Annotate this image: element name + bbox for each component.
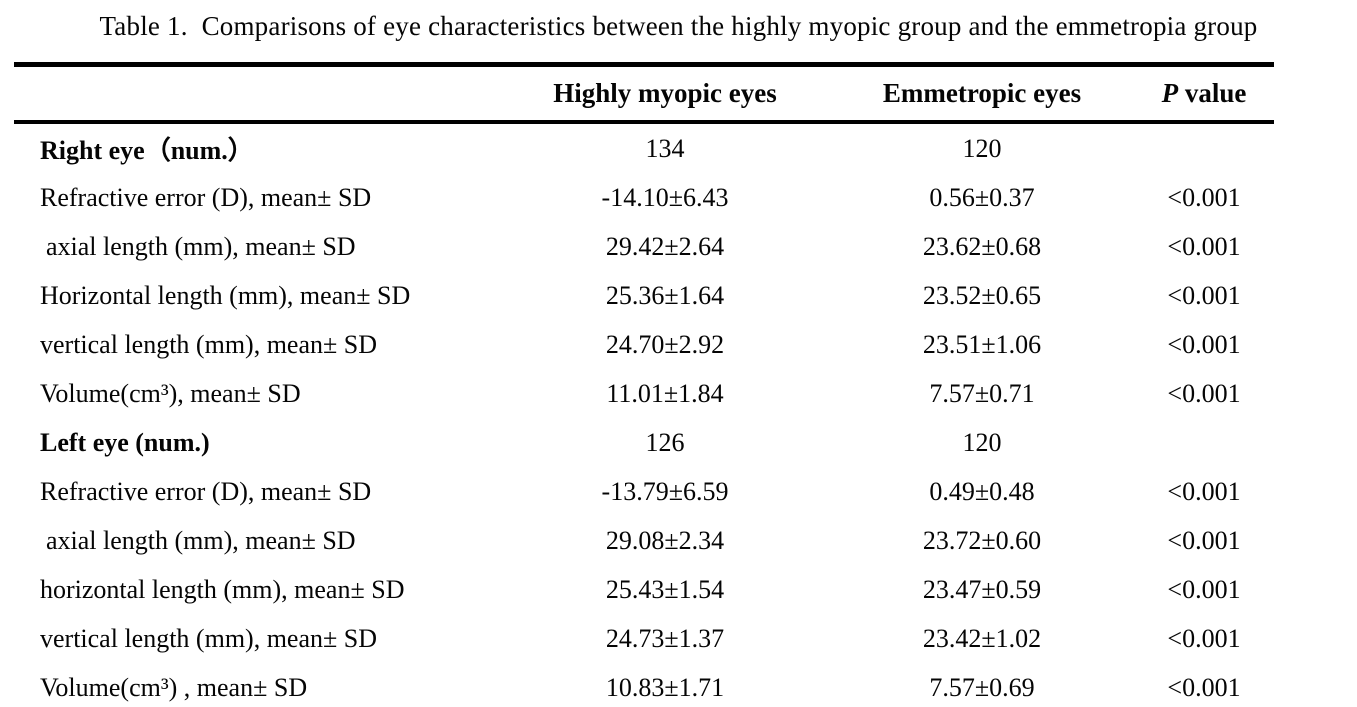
cell-emmetropic: 120 [962, 133, 1002, 163]
comparison-table: Highly myopic eyes Emmetropic eyes P val… [14, 62, 1274, 707]
table-row: vertical length (mm), mean± SD 24.73±1.3… [14, 614, 1274, 663]
cell-emmetropic: 23.42±1.02 [922, 623, 1042, 653]
row-label: axial length (mm), mean± SD [46, 231, 356, 261]
table-row: axial length (mm), mean± SD 29.08±2.34 2… [14, 516, 1274, 565]
row-label: vertical length (mm), mean± SD [40, 329, 378, 359]
cell-emmetropic: 0.56±0.37 [929, 182, 1035, 212]
cell-p-value: <0.001 [1167, 378, 1241, 408]
table-header-row: Highly myopic eyes Emmetropic eyes P val… [14, 65, 1274, 123]
cell-highly-myopic: 134 [645, 133, 685, 163]
row-label: Volume(cm³) , mean± SD [40, 672, 308, 702]
cell-p-value: <0.001 [1167, 525, 1241, 555]
cell-highly-myopic: 29.08±2.34 [605, 525, 725, 555]
row-label: Left eye (num.) [40, 427, 210, 457]
cell-p-value: <0.001 [1167, 329, 1241, 359]
cell-p-value [1134, 418, 1274, 467]
cell-highly-myopic: 25.36±1.64 [605, 280, 725, 310]
header-empty-cell [14, 65, 500, 123]
cell-p-value: <0.001 [1167, 280, 1241, 310]
cell-emmetropic: 23.52±0.65 [922, 280, 1042, 310]
header-p-value: P value [1134, 65, 1274, 123]
cell-emmetropic: 23.47±0.59 [922, 574, 1042, 604]
table-row: axial length (mm), mean± SD 29.42±2.64 2… [14, 222, 1274, 271]
cell-p-value: <0.001 [1167, 231, 1241, 261]
table-row: Refractive error (D), mean± SD -13.79±6.… [14, 467, 1274, 516]
cell-p-value: <0.001 [1167, 672, 1241, 702]
cell-emmetropic: 23.72±0.60 [922, 525, 1042, 555]
cell-emmetropic: 23.51±1.06 [922, 329, 1042, 359]
cell-highly-myopic: 29.42±2.64 [605, 231, 725, 261]
cell-p-value [1134, 122, 1274, 173]
cell-p-value: <0.001 [1167, 623, 1241, 653]
table-caption: Table 1. Comparisons of eye characterist… [99, 11, 1258, 41]
p-value-italic-p: P [1161, 78, 1179, 108]
cell-highly-myopic: 24.70±2.92 [605, 329, 725, 359]
cell-highly-myopic: 25.43±1.54 [605, 574, 725, 604]
cell-emmetropic: 7.57±0.71 [929, 378, 1035, 408]
row-label: Refractive error (D), mean± SD [40, 476, 372, 506]
cell-emmetropic: 7.57±0.69 [929, 672, 1035, 702]
table-row: Horizontal length (mm), mean± SD 25.36±1… [14, 271, 1274, 320]
cell-highly-myopic: 10.83±1.71 [605, 672, 725, 702]
cell-emmetropic: 120 [962, 427, 1002, 457]
cell-highly-myopic: -13.79±6.59 [601, 476, 729, 506]
header-highly-myopic: Highly myopic eyes [553, 78, 777, 108]
row-label: vertical length (mm), mean± SD [40, 623, 378, 653]
row-label: Volume(cm³), mean± SD [40, 378, 301, 408]
cell-emmetropic: 23.62±0.68 [922, 231, 1042, 261]
table-row: Volume(cm³), mean± SD 11.01±1.84 7.57±0.… [14, 369, 1274, 418]
table-row: vertical length (mm), mean± SD 24.70±2.9… [14, 320, 1274, 369]
header-emmetropic: Emmetropic eyes [882, 78, 1082, 108]
cell-highly-myopic: 126 [645, 427, 685, 457]
table-row: Refractive error (D), mean± SD -14.10±6.… [14, 173, 1274, 222]
table-row: Volume(cm³) , mean± SD 10.83±1.71 7.57±0… [14, 663, 1274, 707]
table-row-left-eye: Left eye (num.) 126 120 [14, 418, 1274, 467]
row-label: Horizontal length (mm), mean± SD [40, 280, 411, 310]
cell-highly-myopic: 24.73±1.37 [605, 623, 725, 653]
cell-highly-myopic: -14.10±6.43 [601, 182, 729, 212]
row-label: Refractive error (D), mean± SD [40, 182, 372, 212]
cell-p-value: <0.001 [1167, 574, 1241, 604]
table-row: horizontal length (mm), mean± SD 25.43±1… [14, 565, 1274, 614]
cell-highly-myopic: 11.01±1.84 [606, 378, 724, 408]
row-label: horizontal length (mm), mean± SD [40, 574, 405, 604]
row-label: Right eye（num.） [40, 136, 254, 165]
row-label: axial length (mm), mean± SD [46, 525, 356, 555]
cell-emmetropic: 0.49±0.48 [929, 476, 1035, 506]
p-value-rest: value [1178, 78, 1247, 108]
cell-p-value: <0.001 [1167, 182, 1241, 212]
table-row-right-eye: Right eye（num.） 134 120 [14, 122, 1274, 173]
cell-p-value: <0.001 [1167, 476, 1241, 506]
